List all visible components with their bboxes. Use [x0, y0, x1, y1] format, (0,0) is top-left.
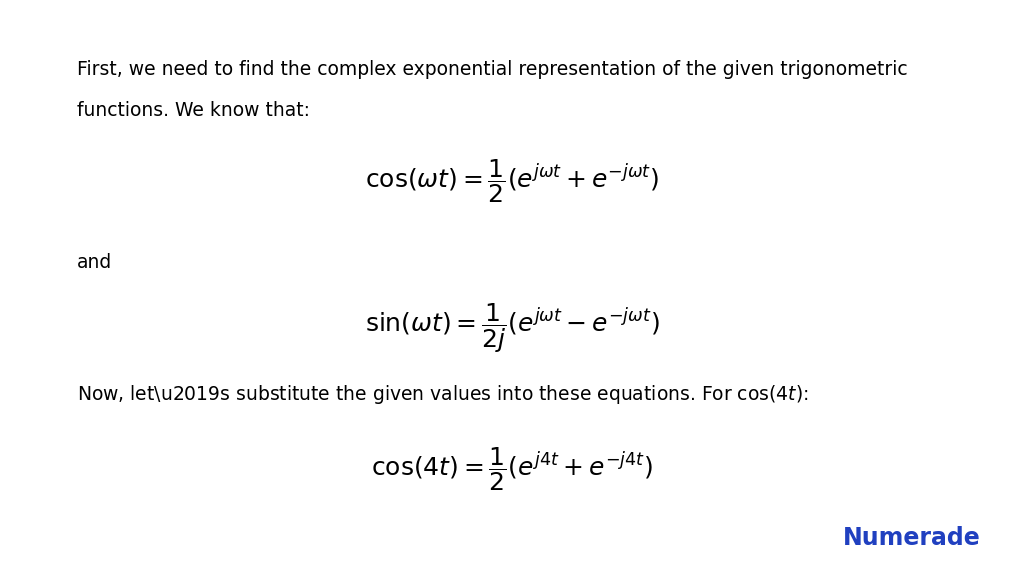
Text: functions. We know that:: functions. We know that:: [77, 101, 310, 120]
Text: First, we need to find the complex exponential representation of the given trigo: First, we need to find the complex expon…: [77, 60, 907, 79]
Text: and: and: [77, 253, 112, 271]
Text: Numerade: Numerade: [843, 526, 981, 550]
Text: Now, let\u2019s substitute the given values into these equations. For $\cos(4t)$: Now, let\u2019s substitute the given val…: [77, 383, 808, 406]
Text: $\cos(4t) = \dfrac{1}{2}(e^{j4t} + e^{-j4t})$: $\cos(4t) = \dfrac{1}{2}(e^{j4t} + e^{-j…: [371, 445, 653, 494]
Text: $\cos(\omega t) = \dfrac{1}{2}(e^{j\omega t} + e^{-j\omega t})$: $\cos(\omega t) = \dfrac{1}{2}(e^{j\omeg…: [365, 157, 659, 206]
Text: $\sin(\omega t) = \dfrac{1}{2j}(e^{j\omega t} - e^{-j\omega t})$: $\sin(\omega t) = \dfrac{1}{2j}(e^{j\ome…: [365, 301, 659, 355]
